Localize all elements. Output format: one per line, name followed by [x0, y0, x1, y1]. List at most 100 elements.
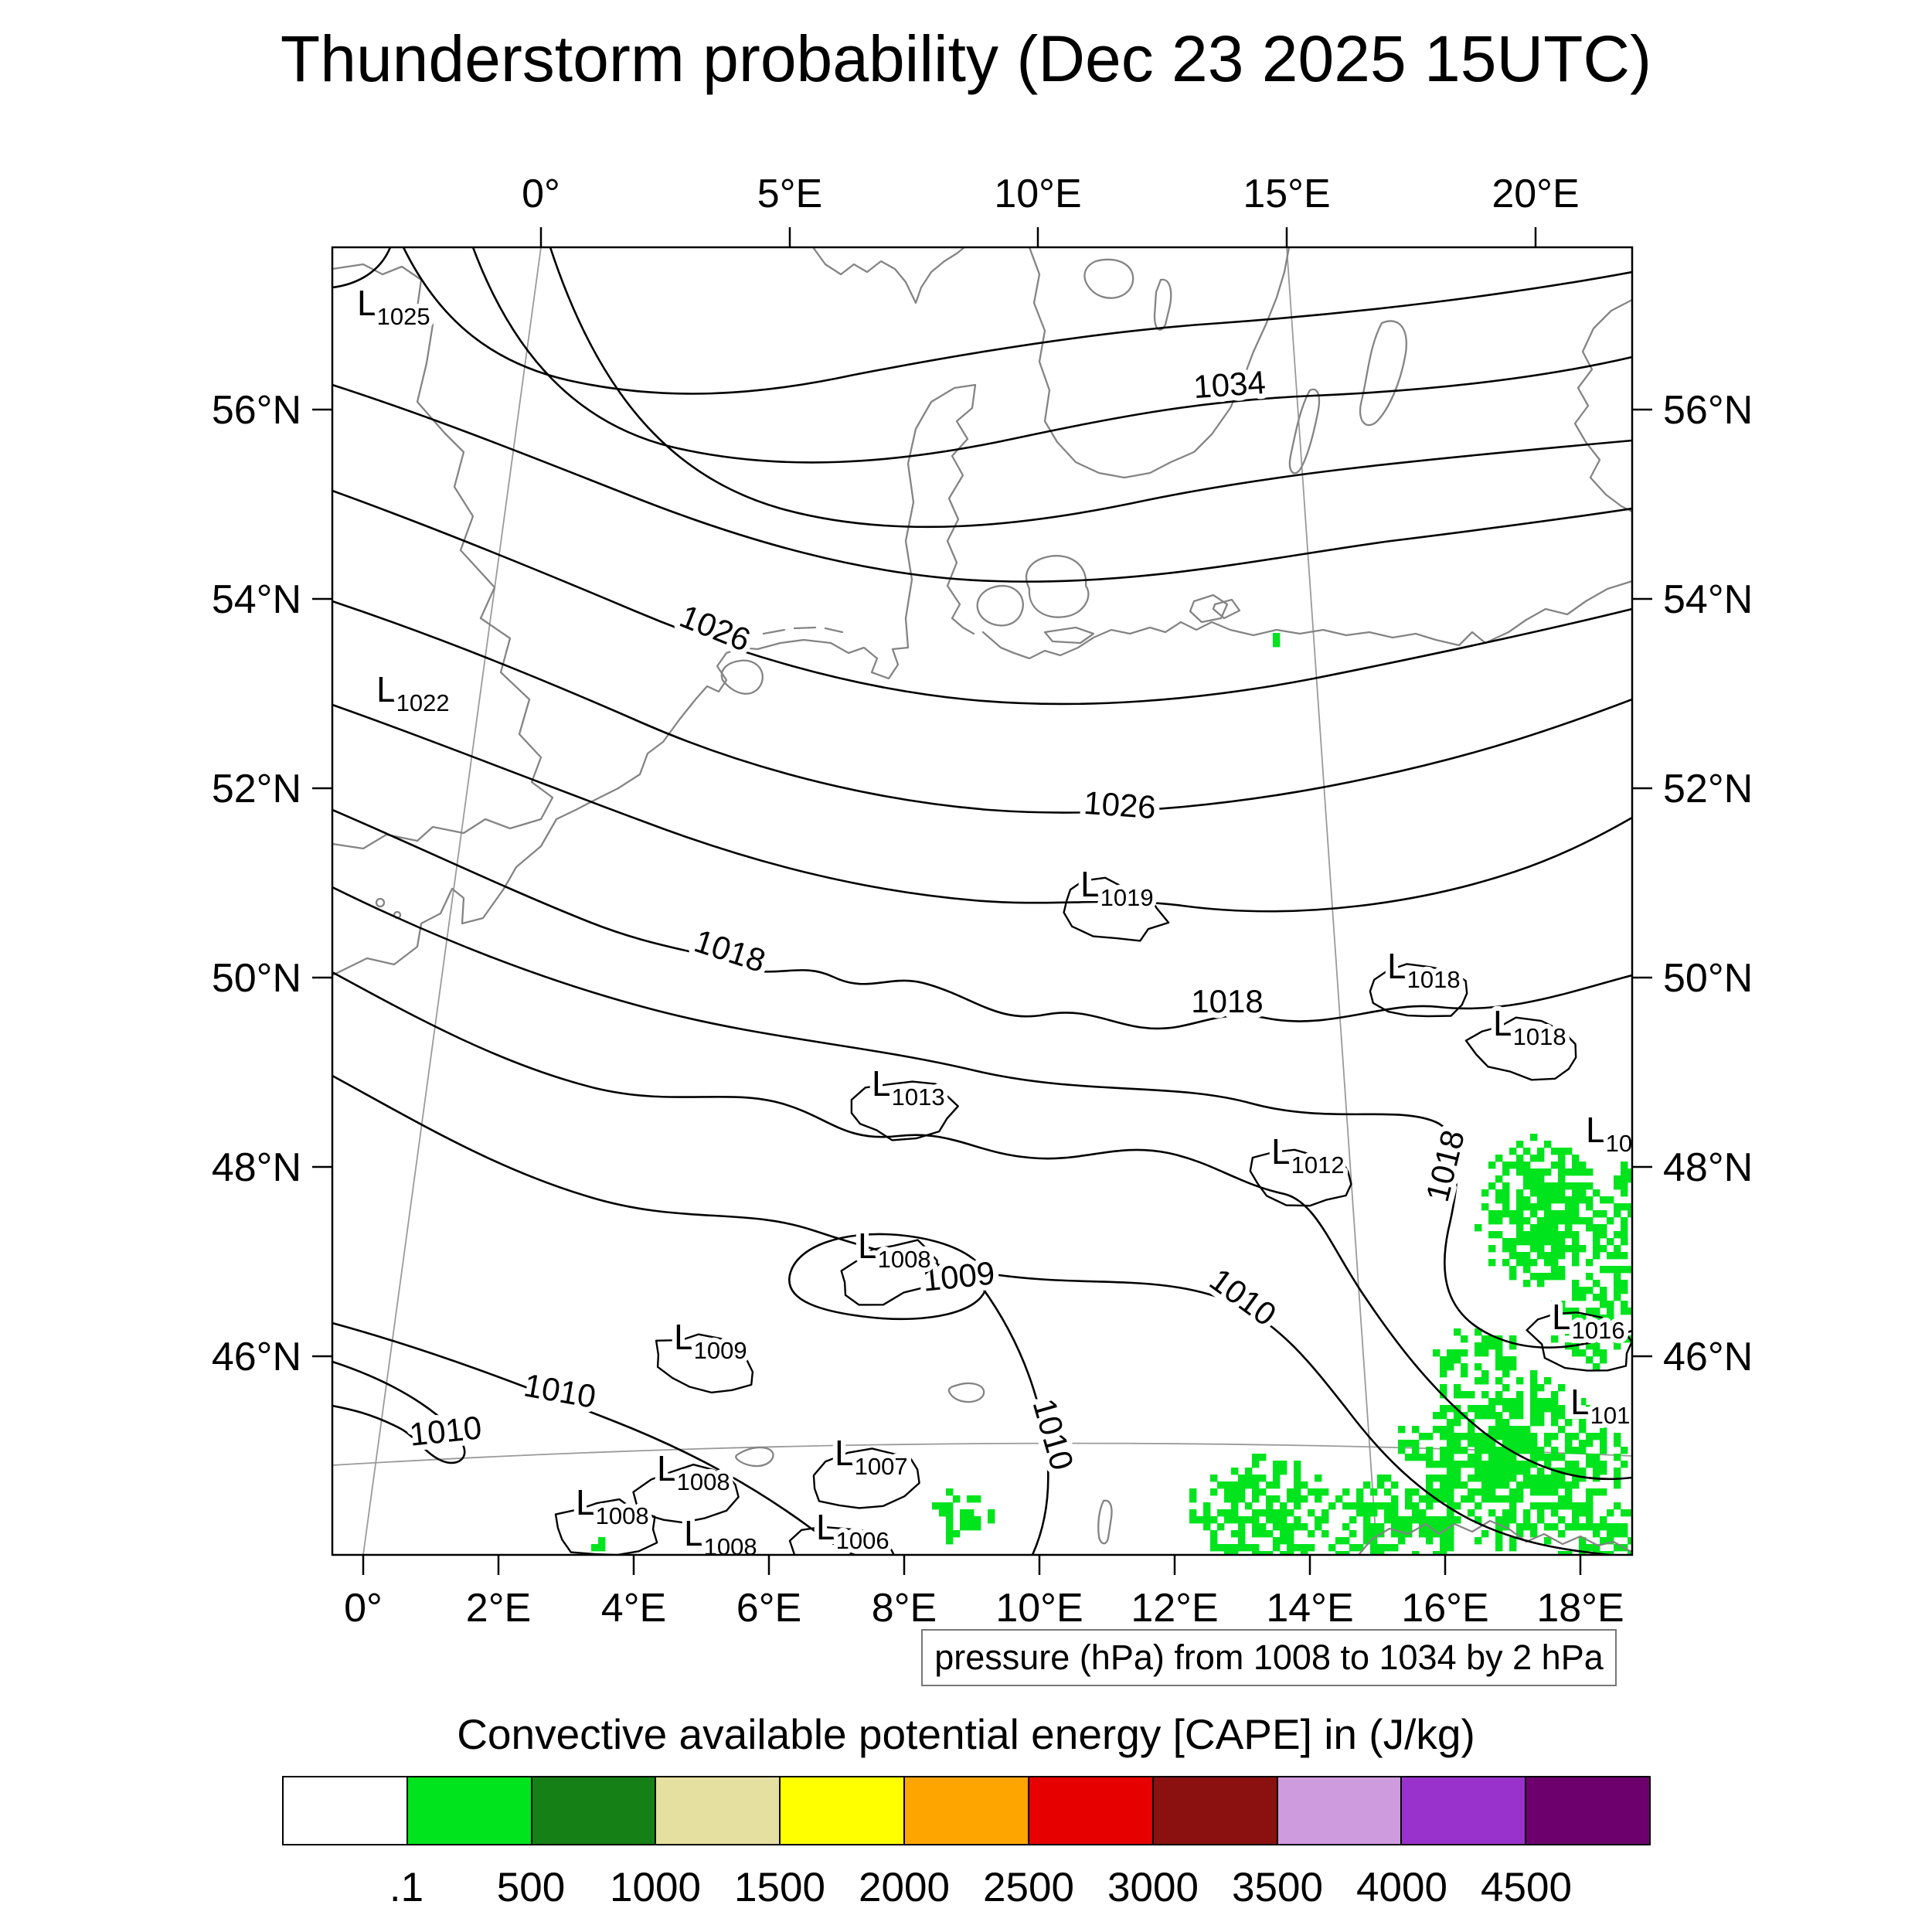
cape-cell	[1495, 1461, 1503, 1468]
cape-cell	[1579, 1162, 1587, 1169]
cape-cell	[1426, 1481, 1434, 1489]
cape-cell	[1537, 1252, 1545, 1260]
cape-cell	[1544, 1210, 1552, 1218]
cape-cell	[1502, 1447, 1510, 1454]
cape-cell	[1509, 1475, 1517, 1482]
cape-cell	[1572, 1328, 1580, 1336]
cape-cell	[1565, 1488, 1573, 1496]
cape-cell	[1537, 1148, 1545, 1155]
low-pressure-label: L1008	[858, 1226, 931, 1273]
cape-cell	[1600, 1294, 1607, 1301]
coastline-gotland	[1359, 320, 1408, 427]
cape-cell	[946, 1530, 954, 1538]
isobar-value-label: 1010	[408, 1409, 484, 1453]
cape-cell	[1558, 1217, 1566, 1225]
cape-cell	[1628, 1175, 1632, 1183]
cape-cell	[1454, 1440, 1461, 1447]
cape-cell	[1593, 1468, 1600, 1475]
cape-cell	[1308, 1509, 1315, 1517]
cape-cell	[1593, 1238, 1600, 1246]
cape-cell	[1593, 1523, 1600, 1531]
cape-cell	[1238, 1475, 1246, 1482]
cape-cell	[1537, 1155, 1545, 1162]
cape-cell	[1628, 1210, 1632, 1218]
cape-cell	[1586, 1495, 1594, 1503]
cape-cell	[1419, 1509, 1427, 1517]
cape-cell	[1308, 1488, 1315, 1496]
cape-cell	[1433, 1551, 1440, 1555]
cape-cell	[1572, 1509, 1580, 1517]
cape-cell	[1454, 1349, 1461, 1357]
cape-cell	[1530, 1502, 1538, 1510]
cape-cell	[1537, 1412, 1545, 1420]
cape-cell	[1544, 1523, 1552, 1531]
cape-cell	[1593, 1189, 1600, 1197]
low-pressure-ring	[554, 1498, 658, 1555]
cape-cell	[1495, 1363, 1503, 1371]
cape-cell	[1537, 1447, 1545, 1454]
cape-cell	[1600, 1440, 1607, 1447]
cape-cell	[1537, 1502, 1545, 1510]
low-pressure-label: L1019	[1080, 864, 1154, 911]
cape-cell	[1481, 1189, 1489, 1197]
cape-cell	[1245, 1468, 1253, 1475]
cape-cell	[1294, 1481, 1301, 1489]
cape-cell	[1495, 1412, 1503, 1420]
low-pressure-label: L1007	[835, 1433, 908, 1480]
cape-cell	[1189, 1495, 1197, 1503]
cape-cell	[1433, 1475, 1440, 1482]
cape-cell	[1558, 1155, 1566, 1162]
cape-cell	[1231, 1502, 1239, 1510]
cape-cell	[1614, 1245, 1621, 1253]
cape-cell	[1634, 1523, 1641, 1530]
cape-cell	[1586, 1509, 1594, 1517]
cape-cell	[1579, 1502, 1587, 1510]
cape-cell	[1593, 1328, 1600, 1336]
cape-cell	[1273, 633, 1281, 641]
cape-cell	[1634, 1217, 1641, 1224]
cape-cell	[1530, 1245, 1538, 1253]
cape-cell	[1488, 1433, 1496, 1440]
cape-cell	[1530, 1175, 1538, 1183]
cape-cell	[1551, 1231, 1559, 1239]
cape-cell	[1426, 1433, 1434, 1440]
right-axis-tick-label: 54°N	[1663, 577, 1753, 622]
cape-cell	[1579, 1245, 1587, 1253]
cape-cell	[1266, 1481, 1274, 1489]
isobar-value-label: 1010	[521, 1366, 598, 1415]
cape-cell	[1454, 1328, 1461, 1336]
cape-cell	[1502, 1245, 1510, 1253]
cape-cell	[1454, 1419, 1461, 1427]
pressure-caption-text: pressure (hPa) from 1008 to 1034 by 2 hP…	[934, 1638, 1604, 1677]
cape-cell	[1537, 1384, 1545, 1392]
cape-cell	[1551, 1196, 1559, 1204]
cape-color-cell	[406, 1776, 532, 1845]
cape-cell	[1614, 1203, 1621, 1211]
cape-cell	[1433, 1349, 1440, 1357]
cape-cell	[1468, 1475, 1475, 1482]
cape-cell	[1544, 1502, 1552, 1510]
cape-cell	[946, 1502, 954, 1510]
cape-cell	[1294, 1495, 1301, 1503]
cape-cell	[1558, 1481, 1566, 1489]
cape-cell	[1558, 1245, 1566, 1253]
cape-cell	[1572, 1349, 1580, 1357]
cape-cell	[1488, 1412, 1496, 1420]
cape-cell	[1607, 1252, 1614, 1260]
cape-cell	[1509, 1412, 1517, 1420]
cape-cell	[1502, 1384, 1510, 1392]
cape-cell	[1530, 1405, 1538, 1413]
cape-cell	[1475, 1349, 1482, 1357]
cape-cell	[1502, 1210, 1510, 1218]
isobar-value-label: 1010	[1203, 1261, 1283, 1333]
cape-cell	[1252, 1551, 1260, 1555]
cape-cell	[1579, 1551, 1587, 1555]
cape-cell	[1558, 1175, 1566, 1183]
cape-cell	[1454, 1516, 1461, 1524]
cape-cell	[939, 1502, 947, 1510]
cape-cell	[1579, 1468, 1587, 1475]
cape-cell	[1551, 1488, 1559, 1496]
cape-cell	[1516, 1433, 1524, 1440]
cape-cell	[1273, 1475, 1281, 1482]
cape-cell	[1551, 1224, 1559, 1232]
